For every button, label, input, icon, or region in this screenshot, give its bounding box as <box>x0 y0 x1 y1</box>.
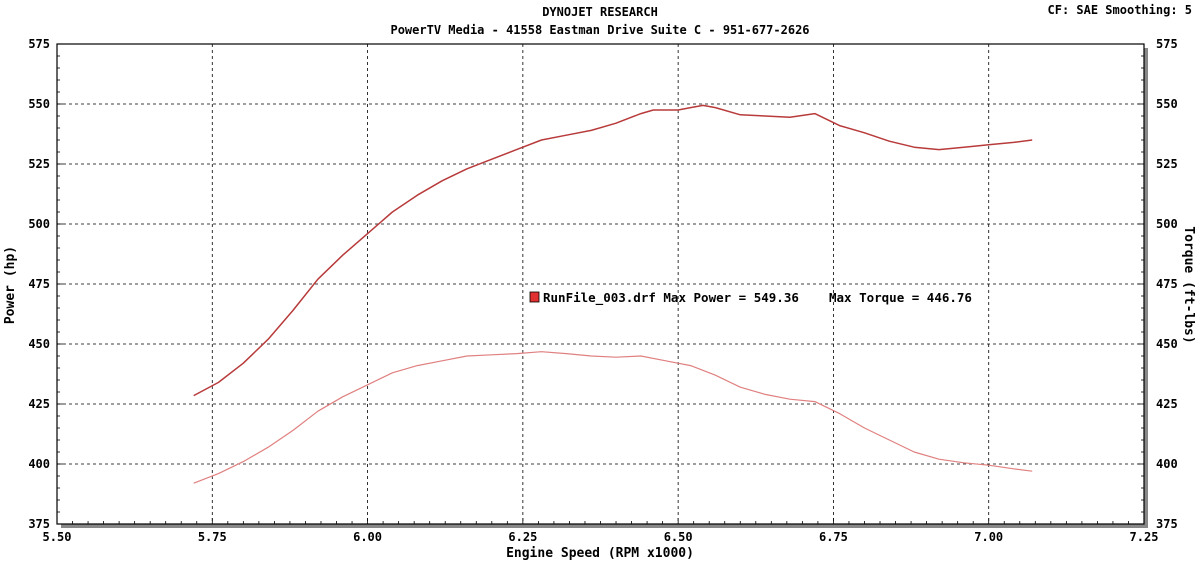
y-tick-label: 425 <box>28 397 50 411</box>
y-tick-label: 400 <box>28 457 50 471</box>
x-tick-label: 6.00 <box>353 530 382 544</box>
y2-tick-label: 575 <box>1156 37 1178 51</box>
y2-tick-label: 475 <box>1156 277 1178 291</box>
y-tick-label: 375 <box>28 517 50 531</box>
y-axis-label: Power (hp) <box>3 246 18 324</box>
chart-subtitle: PowerTV Media - 41558 Eastman Drive Suit… <box>390 23 809 37</box>
x-tick-label: 5.75 <box>198 530 227 544</box>
correction-factor-label: CF: SAE Smoothing: 5 <box>1048 3 1193 17</box>
series-layer <box>193 104 1033 484</box>
x-tick-label: 6.50 <box>664 530 693 544</box>
frame-shadow-bottom <box>61 524 1148 528</box>
legend-swatch <box>529 291 540 303</box>
x-tick-label: 6.25 <box>508 530 537 544</box>
x-axis-label: Engine Speed (RPM x1000) <box>506 546 694 561</box>
legend: RunFile_003.drf Max Power = 549.36 Max T… <box>529 290 972 306</box>
y-tick-label: 525 <box>28 157 50 171</box>
y-axis-ticks: 375 400 425 450 475 500 525 550 575 <box>28 37 50 531</box>
y2-tick-label: 375 <box>1156 517 1178 531</box>
x-axis-ticks: 5.50 5.75 6.00 6.25 6.50 6.75 7.00 7.25 <box>43 530 1159 544</box>
power-curve <box>193 104 1033 397</box>
x-tick-label: 5.50 <box>43 530 72 544</box>
y2-axis-ticks: 375 400 425 450 475 500 525 550 575 <box>1156 37 1178 531</box>
y-tick-label: 550 <box>28 97 50 111</box>
plot-frame <box>56 43 1148 528</box>
y2-tick-label: 450 <box>1156 337 1178 351</box>
y2-axis-label: Torque (ft-lbs) <box>1181 226 1196 343</box>
torque-curve <box>193 351 1033 484</box>
y-tick-label: 450 <box>28 337 50 351</box>
y-tick-label: 475 <box>28 277 50 291</box>
y-tick-label: 500 <box>28 217 50 231</box>
y2-tick-label: 525 <box>1156 157 1178 171</box>
x-tick-label: 7.25 <box>1130 530 1159 544</box>
y-tick-label: 575 <box>28 37 50 51</box>
y2-tick-label: 400 <box>1156 457 1178 471</box>
x-tick-label: 6.75 <box>819 530 848 544</box>
chart-title: DYNOJET RESEARCH <box>542 5 658 19</box>
y2-tick-label: 500 <box>1156 217 1178 231</box>
y2-tick-label: 550 <box>1156 97 1178 111</box>
x-tick-label: 7.00 <box>974 530 1003 544</box>
y2-tick-label: 425 <box>1156 397 1178 411</box>
grid-lines <box>57 44 1144 524</box>
legend-text: RunFile_003.drf Max Power = 549.36 Max T… <box>543 290 972 306</box>
frame-shadow-right <box>1144 48 1148 528</box>
